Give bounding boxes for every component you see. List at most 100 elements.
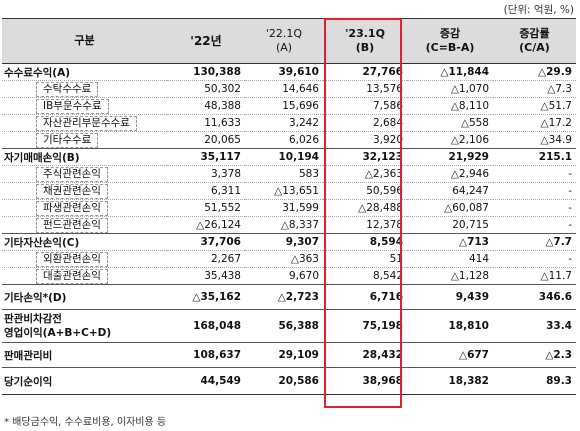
cell-q23: 50,596	[323, 182, 407, 200]
cell-q22: 6,026	[245, 131, 323, 149]
table-row: IB부문수수료 48,388 15,696 7,586 △8,110 △51.7	[2, 97, 576, 115]
cell-y22: 6,311	[167, 182, 245, 200]
cell-q23: 3,920	[323, 131, 407, 149]
cell-rate: -	[493, 216, 576, 234]
table-row: 수탁수수료 50,302 14,646 13,576 △1,070 △7.3	[2, 80, 576, 98]
cell-q22: 10,194	[245, 148, 323, 166]
cell-q23: 8,594	[323, 233, 407, 251]
cell-y22: 35,438	[167, 267, 245, 285]
cell-q23: 12,378	[323, 216, 407, 234]
row-label: 자산관리부문수수료	[2, 114, 167, 132]
cell-q22: 29,109	[245, 342, 323, 368]
cell-q23: 8,542	[323, 267, 407, 285]
cell-q23: 38,968	[323, 367, 407, 395]
cell-diff: 18,810	[407, 309, 493, 343]
row-label: 판관비차감전 영업이익(A+B+C+D)	[2, 309, 167, 343]
cell-y22: △35,162	[167, 284, 245, 310]
table-row: 당기순이익 44,549 20,586 38,968 18,382 89.3	[2, 367, 576, 395]
cell-diff: 18,382	[407, 367, 493, 395]
header-change: 증감 (C=B-A)	[407, 18, 493, 64]
table-row: 채권관련손익 6,311 △13,651 50,596 64,247-	[2, 182, 576, 200]
header-2022-1q: '22.1Q (A)	[245, 18, 323, 64]
cell-q23: 75,198	[323, 309, 407, 343]
cell-diff: △558	[407, 114, 493, 132]
cell-q23: △28,488	[323, 199, 407, 217]
table-row: 기타수수료 20,065 6,026 3,920 △2,106 △34.9	[2, 131, 576, 149]
cell-rate: -	[493, 165, 576, 183]
cell-y22: 2,267	[167, 250, 245, 268]
row-label: 수탁수수료	[2, 80, 167, 98]
cell-y22: 50,302	[167, 80, 245, 98]
cell-q22: 9,307	[245, 233, 323, 251]
cell-q22: △8,337	[245, 216, 323, 234]
cell-rate: △29.9	[493, 63, 576, 81]
cell-y22: 11,633	[167, 114, 245, 132]
table-row: 대출관련손익 35,438 9,670 8,542 △1,128 △11.7	[2, 267, 576, 285]
cell-q23: 51	[323, 250, 407, 268]
cell-diff: △2,106	[407, 131, 493, 149]
cell-rate: △17.2	[493, 114, 576, 132]
cell-rate: △7.3	[493, 80, 576, 98]
cell-q22: 9,670	[245, 267, 323, 285]
cell-rate: 215.1	[493, 148, 576, 166]
table-row: 펀드관련손익 △26,124 △8,337 12,378 20,715-	[2, 216, 576, 234]
cell-q23: △2,363	[323, 165, 407, 183]
cell-q22: 20,586	[245, 367, 323, 395]
header-2023-1q: '23.1Q (B)	[323, 18, 407, 64]
cell-q22: 56,388	[245, 309, 323, 343]
row-label: 수수료수익(A)	[2, 63, 167, 81]
table-row: 외환관련손익 2,267 △363 51 414-	[2, 250, 576, 268]
cell-y22: △26,124	[167, 216, 245, 234]
cell-q23: 7,586	[323, 97, 407, 115]
cell-diff: △8,110	[407, 97, 493, 115]
cell-rate: △51.7	[493, 97, 576, 115]
cell-q23: 2,684	[323, 114, 407, 132]
cell-diff: △677	[407, 342, 493, 368]
cell-q22: △363	[245, 250, 323, 268]
unit-note: (단위: 억원, %)	[503, 4, 574, 16]
cell-rate: -	[493, 182, 576, 200]
row-label: 파생관련손익	[2, 199, 167, 217]
cell-q22: △2,723	[245, 284, 323, 310]
row-label: 주식관련손익	[2, 165, 167, 183]
table-row: 자기매매손익(B) 35,117 10,194 32,123 21,929 215.1	[2, 148, 576, 166]
cell-diff: △60,087	[407, 199, 493, 217]
cell-diff: △11,844	[407, 63, 493, 81]
cell-q23: 32,123	[323, 148, 407, 166]
cell-rate: △34.9	[493, 131, 576, 149]
header-row: 구분 '22년 '22.1Q (A) '23.1Q (B) 증감 (C=B-A) 증감…	[2, 18, 576, 64]
cell-rate: -	[493, 250, 576, 268]
cell-q22: 3,242	[245, 114, 323, 132]
header-category: 구분	[2, 18, 167, 64]
table-row: 수수료수익(A) 130,388 39,610 27,766 △11,844 △29.9	[2, 63, 576, 81]
cell-y22: 35,117	[167, 148, 245, 166]
row-label: 기타손익*(D)	[2, 284, 167, 310]
row-label: 기타자산손익(C)	[2, 233, 167, 251]
table-row: 판매관리비 108,637 29,109 28,432 △677 △2.3	[2, 342, 576, 368]
cell-q23: 27,766	[323, 63, 407, 81]
row-label: 외환관련손익	[2, 250, 167, 268]
cell-rate: 33.4	[493, 309, 576, 343]
cell-diff: △1,128	[407, 267, 493, 285]
cell-y22: 37,706	[167, 233, 245, 251]
footnote: * 배당금수익, 수수료비용, 이자비용 등	[4, 417, 167, 428]
header-2022: '22년	[167, 18, 245, 64]
cell-y22: 168,048	[167, 309, 245, 343]
cell-y22: 130,388	[167, 63, 245, 81]
cell-q23: 28,432	[323, 342, 407, 368]
table-row: 주식관련손익 3,378 583 △2,363 △2,946-	[2, 165, 576, 183]
table-row: 자산관리부문수수료 11,633 3,242 2,684 △558 △17.2	[2, 114, 576, 132]
cell-y22: 20,065	[167, 131, 245, 149]
cell-rate: 89.3	[493, 367, 576, 395]
table-row: 파생관련손익 51,552 31,599 △28,488 △60,087-	[2, 199, 576, 217]
row-label: 대출관련손익	[2, 267, 167, 285]
row-label: 펀드관련손익	[2, 216, 167, 234]
cell-q22: 15,696	[245, 97, 323, 115]
cell-diff: 414	[407, 250, 493, 268]
cell-diff: △2,946	[407, 165, 493, 183]
row-label: 판매관리비	[2, 342, 167, 368]
cell-q22: 583	[245, 165, 323, 183]
cell-q23: 6,716	[323, 284, 407, 310]
cell-q22: 31,599	[245, 199, 323, 217]
cell-y22: 44,549	[167, 367, 245, 395]
